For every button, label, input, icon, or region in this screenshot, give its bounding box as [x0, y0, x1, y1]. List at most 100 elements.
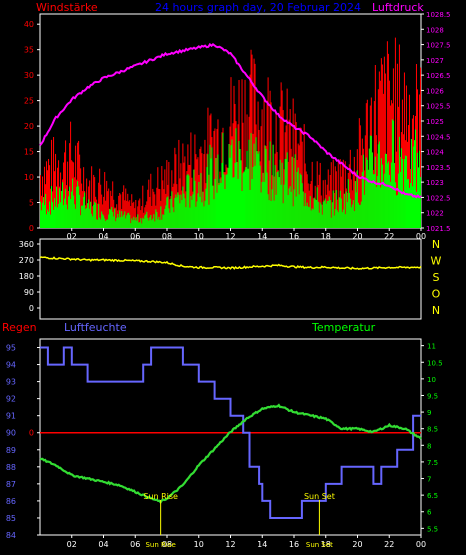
- direction-y-tick-label: 360: [19, 240, 34, 249]
- humidity-y-tick-label: 85: [6, 514, 16, 523]
- wind-y-tick-label: 15: [24, 148, 34, 157]
- temperature-line: [39, 403, 422, 505]
- pressure-y-tick-label: 1026: [426, 87, 444, 95]
- wind-y-tick-label: 35: [24, 46, 34, 55]
- humidity-y-tick-label: 88: [6, 463, 16, 472]
- pressure-y-tick-label: 1028.5: [426, 11, 451, 19]
- humidity-x-tick-label: 14: [257, 540, 267, 549]
- temperature-y-tick-label: 5.5: [427, 525, 438, 533]
- wind-x-tick-label: 08: [162, 232, 172, 241]
- pressure-y-tick-label: 1027: [426, 57, 444, 65]
- temperature-y-tick-label: 6: [427, 509, 432, 517]
- pressure-y-tick-label: 1022: [426, 210, 444, 218]
- sun-rise-bottom-label: Sun Rise: [145, 541, 175, 549]
- humidity-y-tick-label: 87: [6, 480, 16, 489]
- humidity-title: Luftfeuchte: [64, 321, 127, 334]
- humidity-y-tick-label: 92: [6, 395, 16, 404]
- humidity-x-tick-label: 16: [289, 540, 299, 549]
- wind-x-tick-label: 18: [321, 232, 331, 241]
- graph-title: 24 hours graph day, 20 Februar 2024: [155, 1, 361, 14]
- pressure-y-tick-label: 1028: [426, 26, 444, 34]
- wind-y-tick-label: 20: [24, 122, 34, 131]
- humidity-x-tick-label: 08: [162, 540, 172, 549]
- humidity-x-tick-label: 18: [321, 540, 331, 549]
- pressure-y-tick-label: 1025.5: [426, 103, 451, 111]
- pressure-y-tick-label: 1025: [426, 118, 444, 126]
- temperature-y-tick-label: 10.5: [427, 359, 443, 367]
- pressure-y-tick-label: 1027.5: [426, 42, 451, 50]
- wind-y-tick-label: 25: [24, 97, 34, 106]
- humidity-x-tick-label: 20: [352, 540, 362, 549]
- wind-direction-line: [39, 256, 422, 271]
- temperature-title: Temperatur: [311, 321, 376, 334]
- direction-letter: W: [431, 255, 442, 268]
- humidity-y-tick-label: 89: [6, 446, 16, 455]
- wind-y-tick-label: 40: [24, 20, 34, 29]
- direction-letter: O: [432, 288, 441, 301]
- pressure-y-tick-label: 1022.5: [426, 194, 451, 202]
- direction-letter: N: [432, 238, 440, 251]
- humidity-x-tick-label: 02: [67, 540, 77, 549]
- wind-y-tick-label: 0: [29, 224, 34, 233]
- rain-title: Regen: [2, 321, 37, 334]
- wind-average-series: [39, 119, 422, 228]
- pressure-axis-title: Luftdruck: [372, 1, 424, 14]
- humidity-y-tick-label: 93: [6, 378, 16, 387]
- temperature-y-tick-label: 9.5: [427, 392, 438, 400]
- sun-set-label: Sun Set: [304, 492, 335, 501]
- wind-x-tick-label: 04: [98, 232, 108, 241]
- direction-letter: N: [432, 304, 440, 317]
- pressure-y-tick-label: 1023.5: [426, 164, 451, 172]
- pressure-y-tick-label: 1023: [426, 179, 444, 187]
- wind-y-tick-label: 5: [29, 199, 34, 208]
- wind-direction-frame: [39, 238, 422, 320]
- wind-x-tick-label: 20: [352, 232, 362, 241]
- wind-x-tick-label: 14: [257, 232, 267, 241]
- wind-x-tick-label: 16: [289, 232, 299, 241]
- rain-zero-label: 0: [29, 429, 34, 438]
- humidity-y-tick-label: 86: [6, 497, 16, 506]
- pressure-y-tick-label: 1026.5: [426, 72, 451, 80]
- sun-rise-label: Sun Rise: [143, 492, 178, 501]
- direction-y-tick-label: 270: [19, 256, 34, 265]
- wind-x-tick-label: 22: [384, 232, 394, 241]
- temperature-y-tick-label: 11: [427, 343, 436, 351]
- direction-y-tick-label: 90: [24, 288, 34, 297]
- wind-x-tick-label: 02: [67, 232, 77, 241]
- humidity-x-tick-label: 12: [225, 540, 235, 549]
- humidity-x-tick-label: 00: [416, 540, 426, 549]
- pressure-y-tick-label: 1021.5: [426, 225, 451, 233]
- temperature-y-tick-label: 10: [427, 376, 436, 384]
- temperature-y-tick-label: 8: [427, 442, 431, 450]
- temperature-y-tick-label: 9: [427, 409, 431, 417]
- humidity-y-tick-label: 91: [6, 412, 16, 421]
- humidity-y-tick-label: 84: [6, 531, 16, 540]
- wind-axis-title: Windstärke: [36, 1, 98, 14]
- wind-x-tick-label: 06: [130, 232, 140, 241]
- humidity-x-tick-label: 06: [130, 540, 140, 549]
- pressure-line: [39, 42, 422, 199]
- humidity-x-tick-label: 04: [98, 540, 108, 549]
- temperature-y-tick-label: 8.5: [427, 426, 438, 434]
- sun-set-bottom-label: Sun Set: [306, 541, 333, 549]
- direction-y-tick-label: 0: [29, 304, 34, 313]
- pressure-y-tick-label: 1024.5: [426, 133, 451, 141]
- wind-y-tick-label: 10: [24, 173, 34, 182]
- direction-y-tick-label: 180: [19, 272, 34, 281]
- humidity-line: [40, 346, 421, 519]
- humidity-x-tick-label: 10: [194, 540, 204, 549]
- wind-x-tick-label: 10: [194, 232, 204, 241]
- wind-x-tick-label: 12: [225, 232, 235, 241]
- temperature-y-tick-label: 6.5: [427, 492, 438, 500]
- humidity-x-tick-label: 22: [384, 540, 394, 549]
- wind-y-tick-label: 30: [24, 71, 34, 80]
- direction-letter: S: [433, 271, 440, 284]
- humidity-y-tick-label: 90: [6, 429, 16, 438]
- temperature-y-tick-label: 7: [427, 476, 431, 484]
- humidity-y-tick-label: 95: [6, 344, 16, 353]
- humidity-y-tick-label: 94: [6, 361, 16, 370]
